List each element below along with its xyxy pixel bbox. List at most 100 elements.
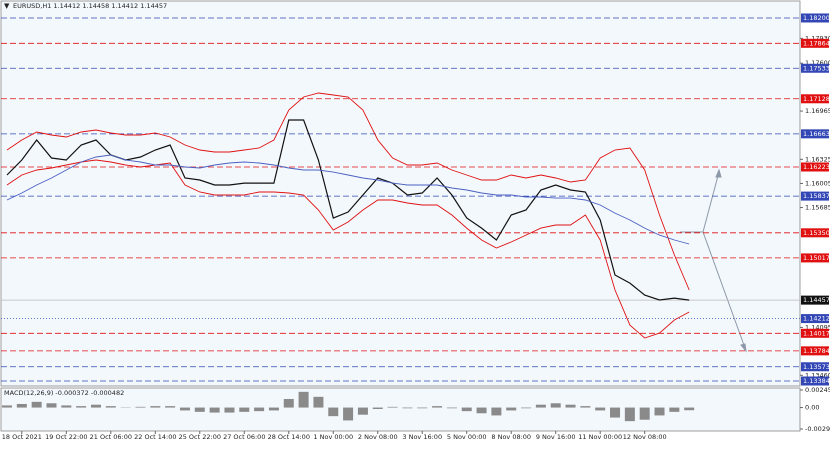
x-tick-label: 25 Oct 22:00	[179, 433, 221, 441]
macd-bar	[105, 406, 116, 408]
level-tag	[801, 13, 829, 23]
macd-bar	[580, 406, 591, 408]
current-price-tag	[801, 295, 829, 305]
macd-bar	[328, 407, 339, 417]
y-tick-label: 1.14095	[805, 323, 830, 331]
indicator-line	[6, 92, 690, 291]
macd-bar	[90, 404, 101, 408]
macd-bar	[2, 405, 12, 408]
macd-bar	[268, 407, 279, 411]
x-tick-label: 5 Nov 00:00	[447, 433, 487, 441]
level-label: 1.14212	[803, 315, 830, 323]
macd-bar	[417, 407, 428, 409]
macd-bar	[372, 407, 383, 409]
level-label: 1.17864	[803, 39, 830, 47]
level-label: 1.16223	[803, 163, 830, 171]
x-tick-label: 22 Oct 14:00	[134, 433, 176, 441]
macd-bar	[313, 396, 324, 408]
level-label: 1.13384	[803, 377, 830, 385]
macd-bar	[535, 404, 546, 408]
macd-bar	[521, 407, 532, 409]
macd-bar	[491, 407, 502, 416]
macd-bar	[654, 407, 665, 416]
level-tag	[801, 63, 829, 73]
macd-bar	[461, 407, 472, 412]
x-tick-label: 9 Nov 16:00	[536, 433, 576, 441]
y-tick-label: 0.002455	[805, 386, 830, 394]
x-tick-label: 21 Oct 06:00	[90, 433, 132, 441]
macd-bar	[16, 403, 27, 408]
macd-bar	[432, 406, 443, 408]
macd-bar	[179, 407, 190, 411]
macd-bar	[209, 407, 220, 413]
level-tag	[801, 38, 829, 48]
macd-bar	[684, 407, 695, 411]
level-label: 1.15350	[803, 229, 830, 237]
macd-bar	[402, 407, 413, 409]
indicator-line	[6, 154, 690, 245]
x-tick-label: 11 Nov 00:00	[578, 433, 622, 441]
x-tick-label: 3 Nov 16:00	[402, 433, 442, 441]
macd-bar	[387, 406, 398, 408]
level-tag	[801, 94, 829, 104]
y-tick-label: 1.16965	[805, 107, 830, 115]
macd-bar	[283, 398, 294, 408]
level-tag	[801, 162, 829, 172]
y-tick-label: 1.13460	[805, 371, 830, 379]
level-label: 1.16663	[803, 130, 830, 138]
macd-bar	[76, 406, 87, 408]
level-tag	[801, 228, 829, 238]
macd-bar	[343, 407, 354, 421]
level-tag	[801, 362, 829, 372]
x-tick-label: 19 Oct 22:00	[45, 433, 87, 441]
macd-bar	[446, 407, 457, 409]
price-panel	[0, 0, 801, 387]
macd-bar	[224, 407, 235, 413]
level-tag	[801, 346, 829, 356]
level-tag	[801, 129, 829, 139]
macd-bar	[550, 403, 561, 408]
macd-bar	[595, 407, 606, 411]
level-tag	[801, 376, 829, 386]
macd-bar	[165, 406, 176, 408]
macd-title: MACD(12,26,9) -0.000372 -0.000482	[4, 389, 124, 397]
y-tick-label: 1.16325	[805, 155, 830, 163]
y-tick-label: 1.17930	[805, 34, 830, 42]
macd-bar	[565, 404, 576, 408]
level-label: 1.13573	[803, 363, 830, 371]
level-label: 1.17533	[803, 64, 830, 72]
menu-arrow[interactable]: ▼	[4, 2, 10, 10]
y-tick-label: 1.15685	[805, 204, 830, 212]
macd-bar	[506, 407, 517, 411]
macd-bar	[476, 407, 487, 414]
macd-bar	[239, 407, 250, 412]
y-tick-label: 1.16005	[805, 179, 830, 187]
macd-bar	[254, 407, 265, 412]
forecast-arrows	[680, 168, 747, 353]
y-tick-label: 1.17600	[805, 59, 830, 67]
y-tick-label: 0.00	[805, 404, 819, 412]
x-tick-label: 28 Oct 14:00	[268, 433, 310, 441]
current-price-label: 1.14457	[803, 296, 830, 304]
level-label: 1.18200	[803, 14, 830, 22]
level-label: 1.15837	[803, 192, 830, 200]
macd-bar	[639, 407, 650, 420]
macd-bar	[31, 401, 42, 408]
x-tick-label: 8 Nov 08:00	[491, 433, 531, 441]
level-tag	[801, 253, 829, 263]
x-tick-label: 27 Oct 06:00	[223, 433, 265, 441]
macd-bar	[624, 407, 635, 422]
macd-bar	[610, 407, 621, 418]
macd-bar	[194, 407, 205, 412]
macd-bar	[669, 407, 680, 412]
level-label: 1.14017	[803, 329, 830, 337]
macd-bar	[46, 403, 57, 408]
macd-bar	[298, 391, 309, 408]
indicator-line	[6, 159, 690, 339]
x-tick-label: 12 Nov 08:00	[623, 433, 667, 441]
y-tick-label: -0.002997	[805, 425, 830, 433]
level-tag	[801, 328, 829, 338]
macd-bar	[135, 406, 146, 408]
level-tag	[801, 314, 829, 324]
